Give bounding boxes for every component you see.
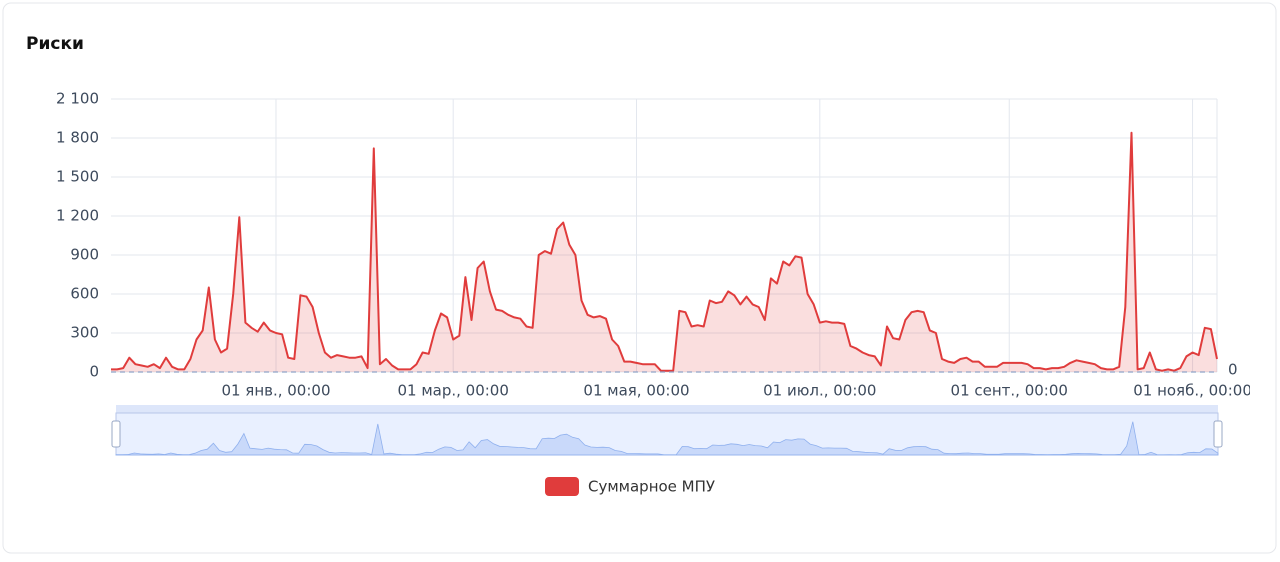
y-tick-label: 0 [89,363,99,381]
x-tick-label: 01 сент., 00:00 [951,382,1068,400]
y-tick-label: 900 [70,246,99,264]
x-tick-label: 01 мая, 00:00 [583,382,689,400]
x-tick-label: 01 нояб., 00:00 [1133,382,1252,400]
line [111,131,1218,372]
slider-handle[interactable] [111,420,121,448]
legend-swatch[interactable] [545,477,579,496]
y-tick-label: 1 200 [56,207,99,225]
y-tick-label: 1 800 [56,129,99,147]
y-tick-label: 300 [70,324,99,342]
plot: 0 300 600 900 1 200 1 500 1 800 2 100 01 янв., 0… [56,90,1252,400]
card [2,2,1277,554]
x-tick-label: 01 мар., 00:00 [397,382,508,400]
mini-area [115,421,1219,456]
slider-handle[interactable] [1213,420,1223,448]
mark-line-label: 0 [1228,361,1238,379]
y-tick-label: 2 100 [56,90,99,108]
chart-title: Риски [26,34,84,54]
y-tick-label: 600 [70,285,99,303]
x-tick-label: 01 июл., 00:00 [763,382,876,400]
slider-bar[interactable] [116,405,1218,413]
slider-window[interactable] [115,412,1219,456]
y-tick-label: 1 500 [56,168,99,186]
legend-label[interactable]: Суммарное МПУ [588,478,715,496]
x-tick-label: 01 янв., 00:00 [221,382,330,400]
